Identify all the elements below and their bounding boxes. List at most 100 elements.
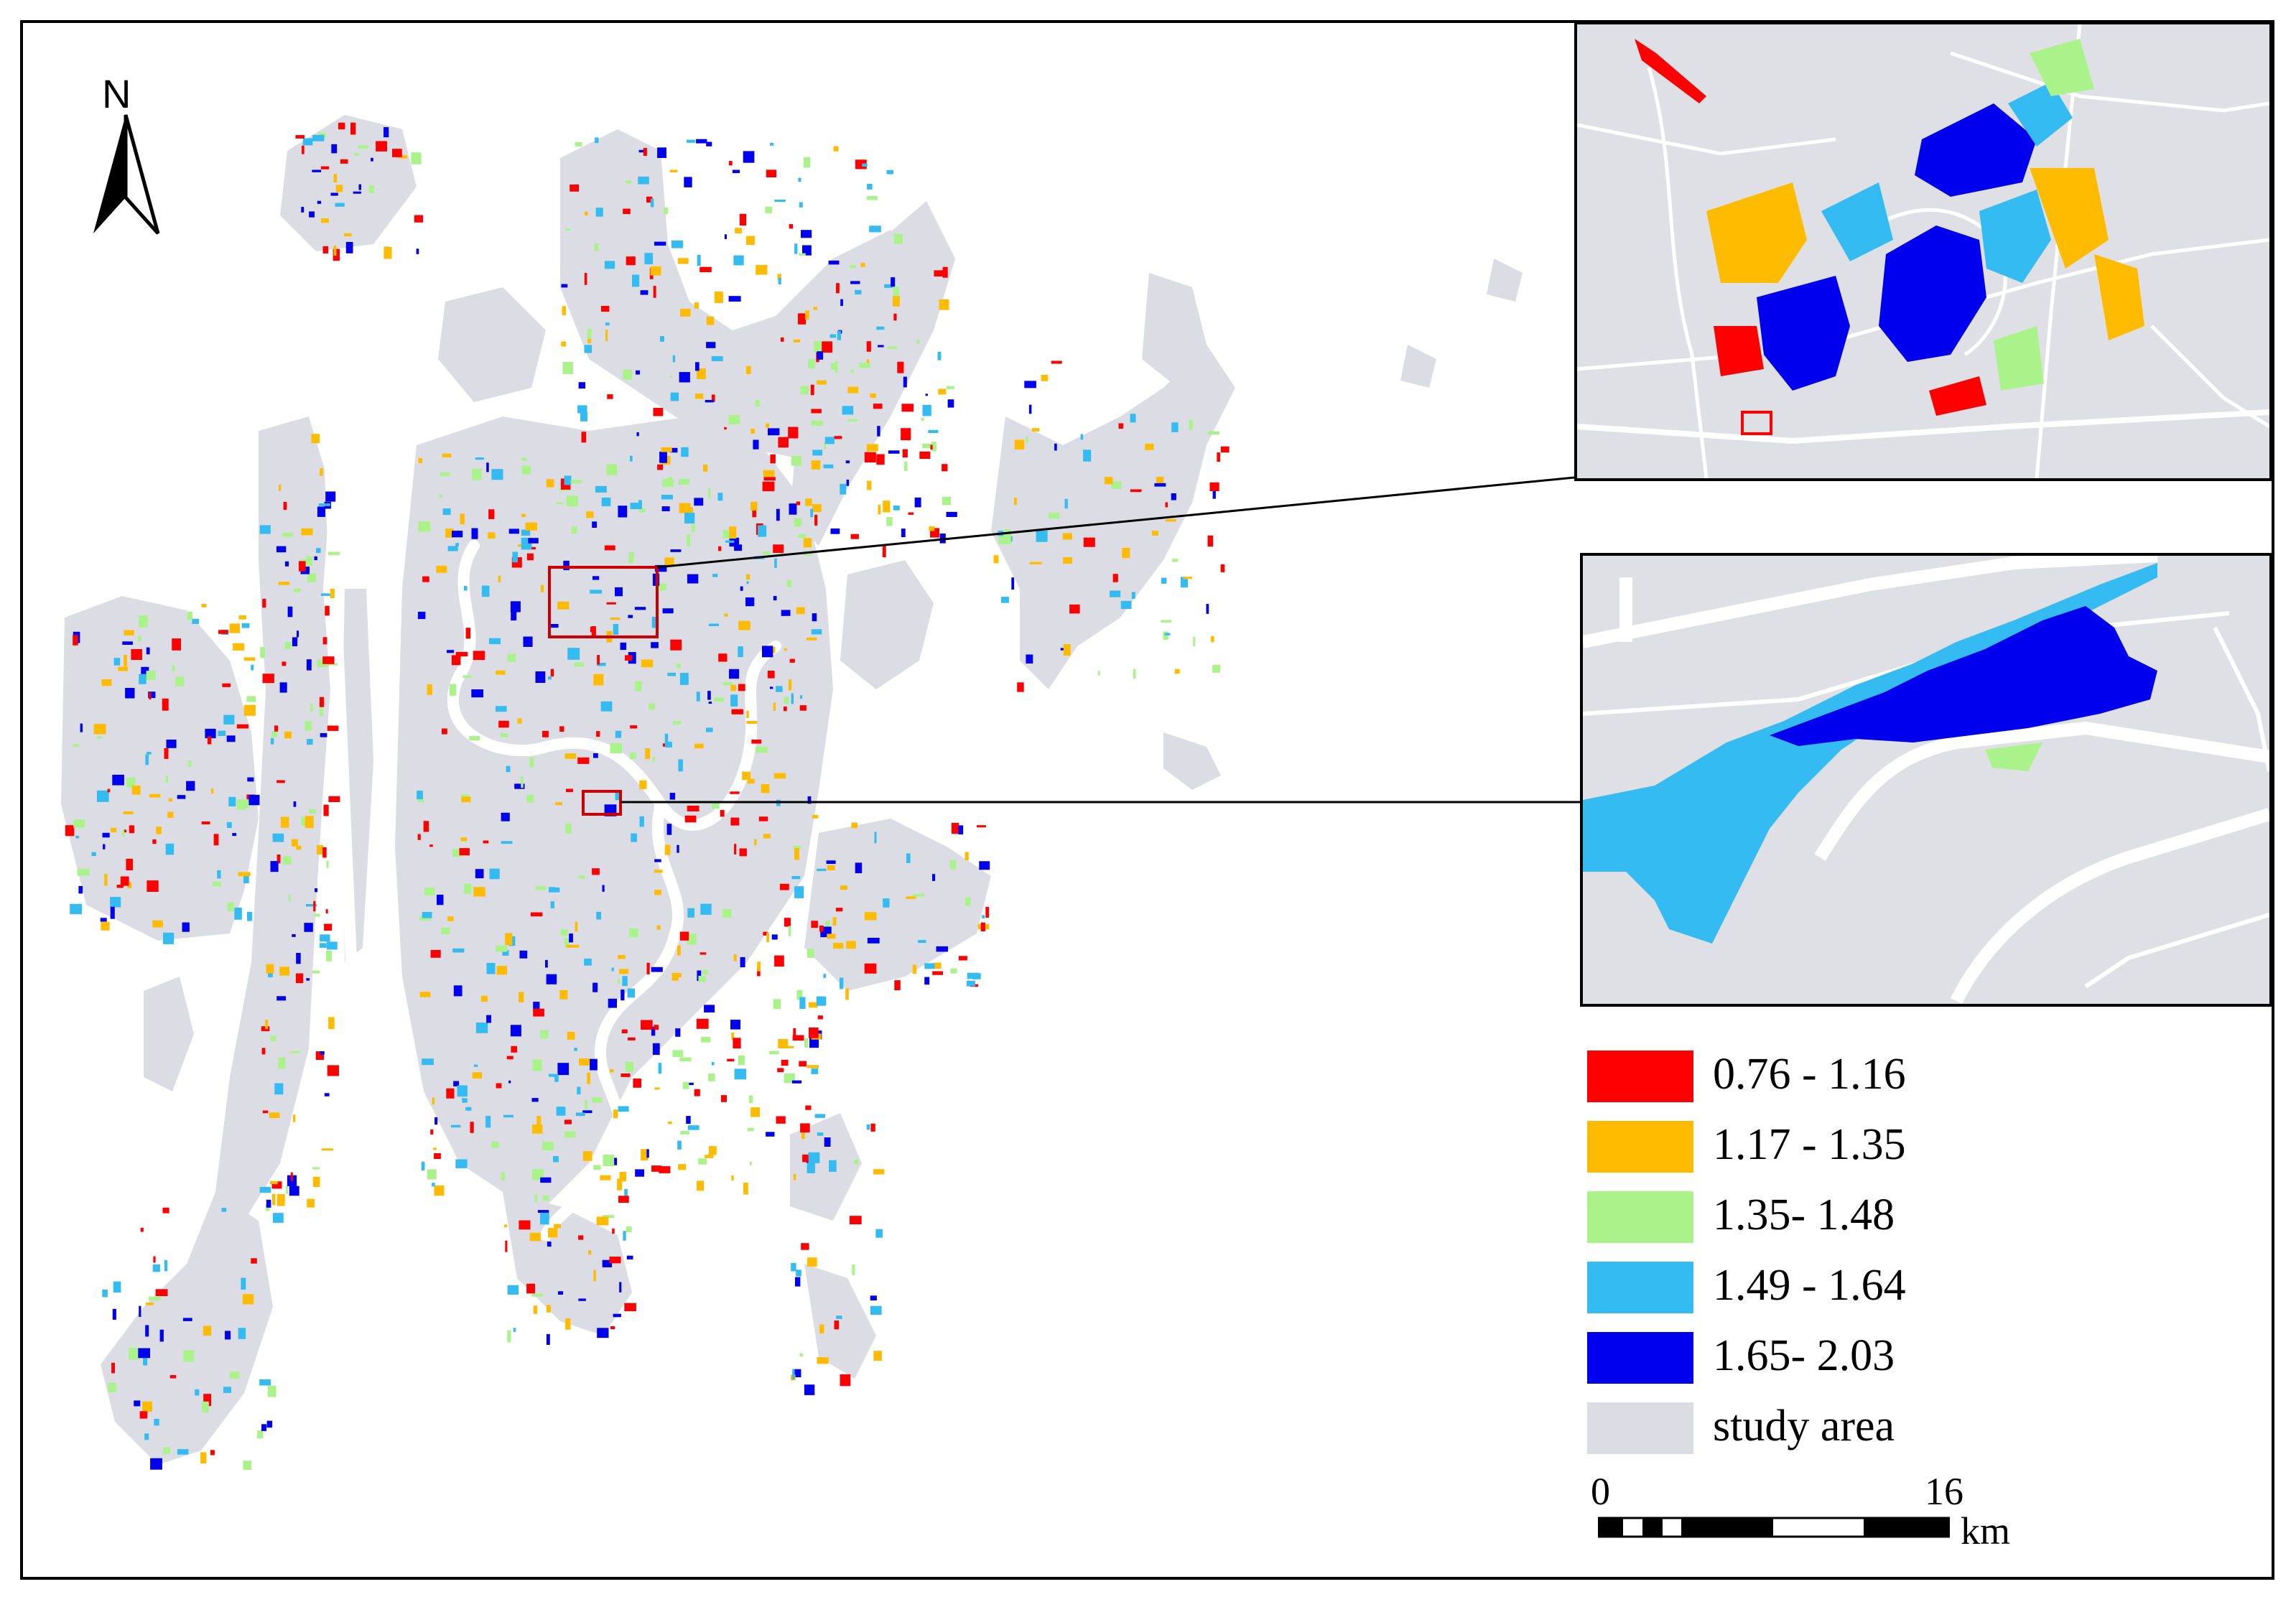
data-patch [488,638,501,645]
data-patch [319,707,323,717]
data-patch [812,450,822,456]
data-patch [172,638,181,651]
data-patch [496,945,508,952]
data-patch [834,436,842,439]
data-patch [469,736,480,740]
data-patch [269,1112,280,1119]
data-patch [643,148,647,157]
data-patch [452,531,463,538]
data-patch [793,1173,796,1180]
data-patch [902,449,908,458]
data-patch [309,211,315,218]
data-patch [714,291,723,304]
data-patch [503,1114,513,1118]
data-patch [595,485,607,493]
data-patch [682,1082,689,1089]
data-patch [706,342,716,348]
data-patch [312,970,320,974]
data-patch [625,180,632,184]
data-patch [561,284,568,288]
data-patch [1206,604,1209,614]
data-patch [800,1123,810,1133]
data-patch [486,462,489,472]
data-patch [774,200,786,202]
data-patch [675,1028,681,1037]
data-patch [592,1097,603,1103]
data-patch [641,659,654,668]
data-patch [246,696,256,702]
data-patch [289,1186,299,1196]
data-patch [679,372,690,383]
data-patch [1145,443,1154,450]
legend-label: 1.49 - 1.64 [1713,1261,1906,1310]
legend-swatch [1587,1332,1693,1384]
data-patch [702,969,708,974]
data-patch [112,774,124,786]
data-patch [236,806,246,810]
data-patch [236,799,249,809]
data-patch [662,608,674,614]
data-patch [243,704,256,716]
data-patch [584,345,592,353]
data-patch [131,649,142,660]
data-patch [660,336,664,342]
data-patch [148,691,156,699]
data-patch [143,1354,148,1366]
data-patch [1118,423,1124,429]
data-patch [593,1165,601,1170]
data-patch [942,464,948,472]
data-patch [799,1353,803,1357]
data-patch [707,488,711,499]
data-patch [279,967,289,976]
data-patch [747,1127,754,1132]
data-patch [268,971,273,977]
data-patch [613,1109,618,1119]
data-patch [781,337,784,342]
data-patch [238,615,246,620]
data-patch [980,922,985,931]
data-patch [1161,577,1167,584]
data-patch [635,681,642,691]
data-patch [625,1061,634,1072]
data-patch [417,791,423,800]
data-patch [897,361,904,373]
data-patch [679,1057,692,1062]
data-patch [700,266,712,272]
data-patch [571,526,577,534]
data-patch [869,225,881,233]
data-patch [104,873,108,886]
data-patch [654,564,667,572]
data-patch [706,316,715,325]
data-patch [901,528,906,538]
data-patch [730,694,738,707]
data-patch [165,843,175,855]
data-patch [422,912,432,918]
data-patch [629,753,636,760]
data-patch [610,1326,615,1329]
data-patch [548,1074,559,1077]
data-patch [242,1294,254,1305]
data-patch [657,147,666,158]
data-patch [75,835,80,839]
data-patch [205,728,216,739]
data-patch [432,1147,437,1150]
data-patch [338,122,345,130]
data-patch [593,753,598,758]
data-patch [564,938,570,948]
data-patch [791,1262,796,1272]
data-patch [274,1083,284,1095]
data-patch [585,1100,588,1110]
data-patch [123,811,134,814]
legend-swatch [1587,1051,1693,1102]
data-patch [670,392,679,401]
data-patch [368,185,374,194]
data-patch [491,469,503,480]
data-patch [307,573,316,583]
data-patch [819,1324,824,1333]
scale-end-label: 16 [1925,1470,1963,1513]
data-patch [587,328,592,339]
data-patch [207,736,212,745]
data-patch [958,956,967,961]
data-patch [422,1058,434,1066]
data-patch [569,933,573,943]
